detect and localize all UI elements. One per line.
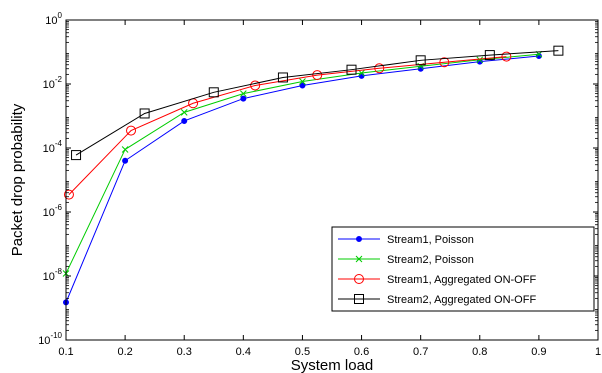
data-point (240, 95, 247, 102)
x-tick-label: 0.7 (413, 346, 428, 358)
data-point (139, 108, 150, 119)
data-point (553, 45, 564, 56)
x-tick-label: 1 (595, 346, 601, 358)
y-tick-label: 10-2 (43, 75, 63, 91)
data-point (71, 150, 82, 161)
y-tick-label: 10-4 (43, 139, 63, 155)
legend-marker (354, 274, 364, 284)
x-tick-label: 0.5 (295, 346, 310, 358)
x-tick-label: 0.8 (472, 346, 487, 358)
y-axis-label: Packet drop probability (9, 103, 26, 256)
legend-entry: Stream1, Poisson (338, 234, 474, 246)
data-point (277, 72, 288, 83)
data-point (358, 72, 365, 79)
x-tick-label: 0.3 (177, 346, 192, 358)
x-tick-label: 0.4 (236, 346, 251, 358)
data-point (126, 125, 137, 136)
data-point (239, 90, 247, 97)
series-4 (71, 45, 564, 161)
data-point (439, 57, 450, 68)
y-tick-label: 10-10 (38, 331, 62, 347)
legend-label: Stream2, Poisson (387, 254, 474, 266)
data-point (299, 78, 306, 85)
data-point (299, 82, 306, 89)
plot-marks (62, 45, 564, 306)
series-line (75, 50, 559, 156)
axis-ticks: 0.1 0.2 0.3 0.4 0.5 0.6 0.7 0.8 0.9 1 10-10 10-8 10-… (38, 11, 601, 358)
legend-marker (355, 255, 363, 263)
data-point (484, 50, 495, 61)
series-line (68, 56, 507, 195)
data-point (312, 70, 323, 81)
x-tick-label: 0.1 (58, 346, 73, 358)
data-point (180, 109, 188, 116)
data-point (63, 189, 74, 200)
x-axis-label: System load (291, 357, 374, 373)
data-point (374, 63, 385, 74)
legend-label: Stream1, Aggregated ON-OFF (387, 274, 536, 286)
y-tick-label: 100 (45, 11, 62, 27)
y-tick-label: 10-6 (43, 203, 63, 219)
data-point (358, 69, 365, 77)
legend-entry: Stream2, Aggregated ON-OFF (338, 294, 536, 306)
legend: Stream1, Poisson Stream2, Poisson Stream1,… (331, 226, 595, 312)
x-tick-label: 0.6 (354, 346, 369, 358)
data-point (208, 87, 219, 98)
legend-entry: Stream1, Aggregated ON-OFF (338, 274, 536, 286)
legend-box (331, 226, 595, 312)
data-point (417, 65, 424, 72)
legend-label: Stream2, Aggregated ON-OFF (387, 294, 536, 306)
data-point (122, 157, 129, 164)
data-point (501, 51, 512, 62)
plot-frame (65, 19, 599, 341)
legend-marker (356, 236, 362, 242)
data-point (250, 80, 261, 91)
data-point (476, 56, 484, 64)
series-3 (63, 51, 512, 200)
y-tick-label: 10-8 (43, 267, 63, 283)
data-point (121, 146, 129, 153)
data-point (181, 117, 188, 124)
data-point (415, 55, 426, 66)
legend-marker (354, 294, 364, 304)
data-point (346, 64, 357, 75)
x-tick-label: 0.9 (531, 346, 546, 358)
legend-entry: Stream2, Poisson (338, 254, 474, 266)
legend-label: Stream1, Poisson (387, 234, 474, 246)
x-tick-label: 0.2 (117, 346, 132, 358)
